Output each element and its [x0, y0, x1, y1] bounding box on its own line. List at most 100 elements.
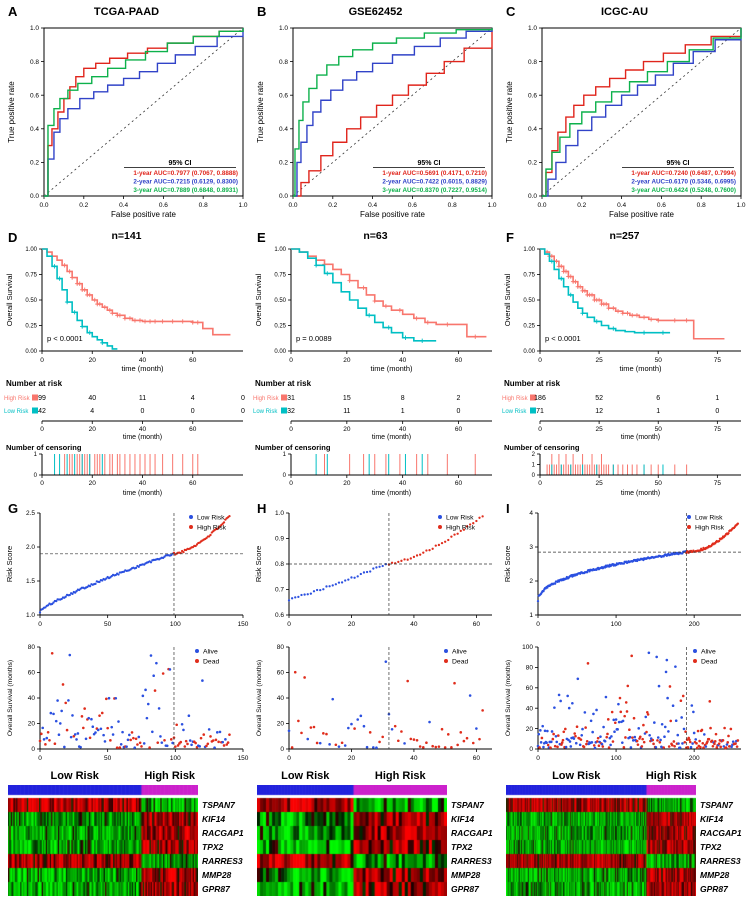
x-tick-label: 60 [189, 426, 197, 433]
at-risk-count: 0 [241, 395, 245, 402]
y-tick-label: 0 [31, 746, 35, 753]
x-tick-label: 0 [538, 426, 542, 433]
x-tick-label: 50 [104, 621, 112, 628]
y-tick-label: 2.5 [26, 510, 35, 517]
survival-scatter: 0 20 40 60 80 0 20 40 60 Overall Survival (months… [256, 644, 492, 762]
heatmap-canvas [257, 785, 447, 896]
legend-label: Dead [203, 659, 219, 666]
panel-letter: A [8, 4, 18, 19]
y-tick-label: 0 [280, 746, 284, 753]
group-swatch [32, 394, 38, 401]
x-tick-label: 1.0 [736, 202, 745, 209]
gene-labels: TSPAN7 KIF14 RACGAP1 TPX2 RARRES3 MMP28 GPR87 [700, 798, 742, 896]
group-label: High Risk [4, 396, 31, 402]
x-tick-label: 40 [399, 426, 407, 433]
legend-label: Low Risk [446, 515, 474, 522]
number-at-risk-table: Number at risk High Risk 186 52 6 1 Low Risk 71… [500, 377, 749, 441]
heatmap-low-risk-label: Low Risk [50, 770, 99, 782]
survival-scatter: 0 20 40 60 80 100 0 100 200 Overall Survival (mon… [505, 644, 741, 762]
x-tick-label: 0.6 [408, 202, 417, 209]
risk-score-plot: 1 2 3 4 0 100 200 Risk Score Low Risk High Risk [503, 510, 741, 628]
at-risk-count: 0 [457, 408, 461, 415]
x-tick-label: 0.4 [119, 202, 128, 209]
legend-label: Alive [701, 649, 716, 656]
x-tick-label: 0.6 [159, 202, 168, 209]
group-swatch [281, 394, 287, 401]
x-axis-title: time (month) [619, 364, 662, 373]
x-tick-label: 20 [89, 426, 97, 433]
y-tick-label: 0.6 [275, 612, 284, 619]
roc-plot: 0.00.0 0.2 0.2 0.4 0.4 0.6 0.6 0.8 0.8 1.0 1.0 Fals… [505, 25, 746, 219]
y-tick-label: 20 [526, 726, 534, 733]
panel-header: B GSE62452 [251, 2, 500, 20]
y-tick-label: 1.00 [523, 247, 535, 253]
y-tick-label: 60 [28, 670, 36, 677]
x-tick-label: 0 [287, 621, 291, 628]
panel-letter: I [506, 501, 510, 516]
gene-label: KIF14 [202, 814, 226, 824]
heatmap-canvas [8, 785, 198, 896]
panel-letter: C [506, 4, 516, 19]
panel-letter: D [8, 230, 18, 245]
y-tick-label: 0 [529, 746, 533, 753]
x-axis-title: time (month) [621, 490, 660, 497]
roc-plot: 0.00.0 0.2 0.2 0.4 0.4 0.6 0.6 0.8 0.8 1.0 1.0 Fals… [7, 25, 248, 219]
at-risk-title: Number at risk [255, 379, 312, 388]
x-tick-label: 0.4 [368, 202, 377, 209]
y-axis-title: Overall Survival [5, 273, 14, 326]
gene-label: RARRES3 [700, 856, 741, 866]
roc-curve [44, 28, 244, 197]
auc-legend-entry: 1-year AUC=0.7977 (0.7067, 0.8888) [133, 170, 238, 177]
group-swatch [530, 407, 536, 414]
at-risk-count: 4 [191, 395, 195, 402]
at-risk-count: 1 [656, 408, 660, 415]
group-swatch [32, 407, 38, 414]
x-tick-label: 0.6 [657, 202, 666, 209]
y-tick-label: 1.0 [279, 25, 288, 32]
y-tick-label: 1 [532, 463, 536, 469]
p-value: p = 0.0089 [296, 334, 332, 343]
dataset-title: ICGC-AU [600, 6, 649, 18]
y-tick-label: 0.50 [25, 298, 37, 304]
km-survival-plot: 0.00 0.25 0.50 0.75 1.00 0 25 50 75 time (month) O… [500, 243, 749, 377]
legend-label: Alive [452, 649, 467, 656]
gene-label: GPR87 [451, 884, 479, 894]
gene-label: TSPAN7 [451, 800, 484, 810]
at-risk-title: Number at risk [6, 379, 63, 388]
x-tick-label: 100 [611, 621, 622, 628]
y-tick-label: 100 [522, 644, 533, 651]
at-risk-count: 1 [401, 408, 405, 415]
group-label: High Risk [253, 396, 280, 402]
km-plot: 0.00 0.25 0.50 0.75 1.00 0 20 40 60 time (month) O… [254, 247, 492, 373]
y-tick-label: 0.6 [528, 92, 537, 99]
survival-scatter-plot: 0 20 40 60 80 0 20 40 60 Overall Survival (months… [251, 635, 500, 769]
panel-km-tcga-paad: D n=141 0.00 0.25 0.50 0.75 1.00 0 20 40 60 time … [2, 228, 251, 499]
heatmap-canvas [506, 785, 696, 896]
gene-label: TSPAN7 [202, 800, 235, 810]
gene-label: RACGAP1 [202, 828, 244, 838]
gene-labels: TSPAN7 KIF14 RACGAP1 TPX2 RARRES3 MMP28 GPR87 [202, 798, 244, 896]
group-label: Low Risk [253, 409, 278, 415]
y-tick-label: 2.0 [26, 544, 35, 551]
y-tick-label: 4 [529, 510, 533, 517]
auc-legend-entry: 2-year AUC=0.6170 (0.5346, 0.6995) [631, 179, 736, 186]
group-swatch [281, 407, 287, 414]
roc-curve [542, 28, 742, 197]
at-risk-count: 32 [287, 408, 295, 415]
roc-curve [542, 28, 742, 197]
group-label: High Risk [502, 396, 529, 402]
y-tick-label: 3 [529, 544, 533, 551]
y-tick-label: 0.75 [25, 273, 37, 279]
x-axis-title: time (month) [123, 434, 162, 441]
auc-legend-entry: 1-year AUC=0.7240 (0.6487, 0.7994) [631, 170, 736, 177]
number-at-risk-table: Number at risk High Risk 99 40 11 4 0 Low Risk 4… [2, 377, 251, 441]
at-risk-count: 52 [595, 395, 603, 402]
y-tick-label: 0.00 [274, 349, 286, 355]
x-tick-label: 0 [38, 621, 42, 628]
legend-label: High Risk [695, 525, 725, 532]
x-tick-label: 0 [40, 480, 44, 487]
y-tick-label: 1.0 [26, 612, 35, 619]
dataset-title: TCGA-PAAD [93, 6, 160, 18]
legend-label: Alive [203, 649, 218, 656]
at-risk-count: 12 [595, 408, 603, 415]
